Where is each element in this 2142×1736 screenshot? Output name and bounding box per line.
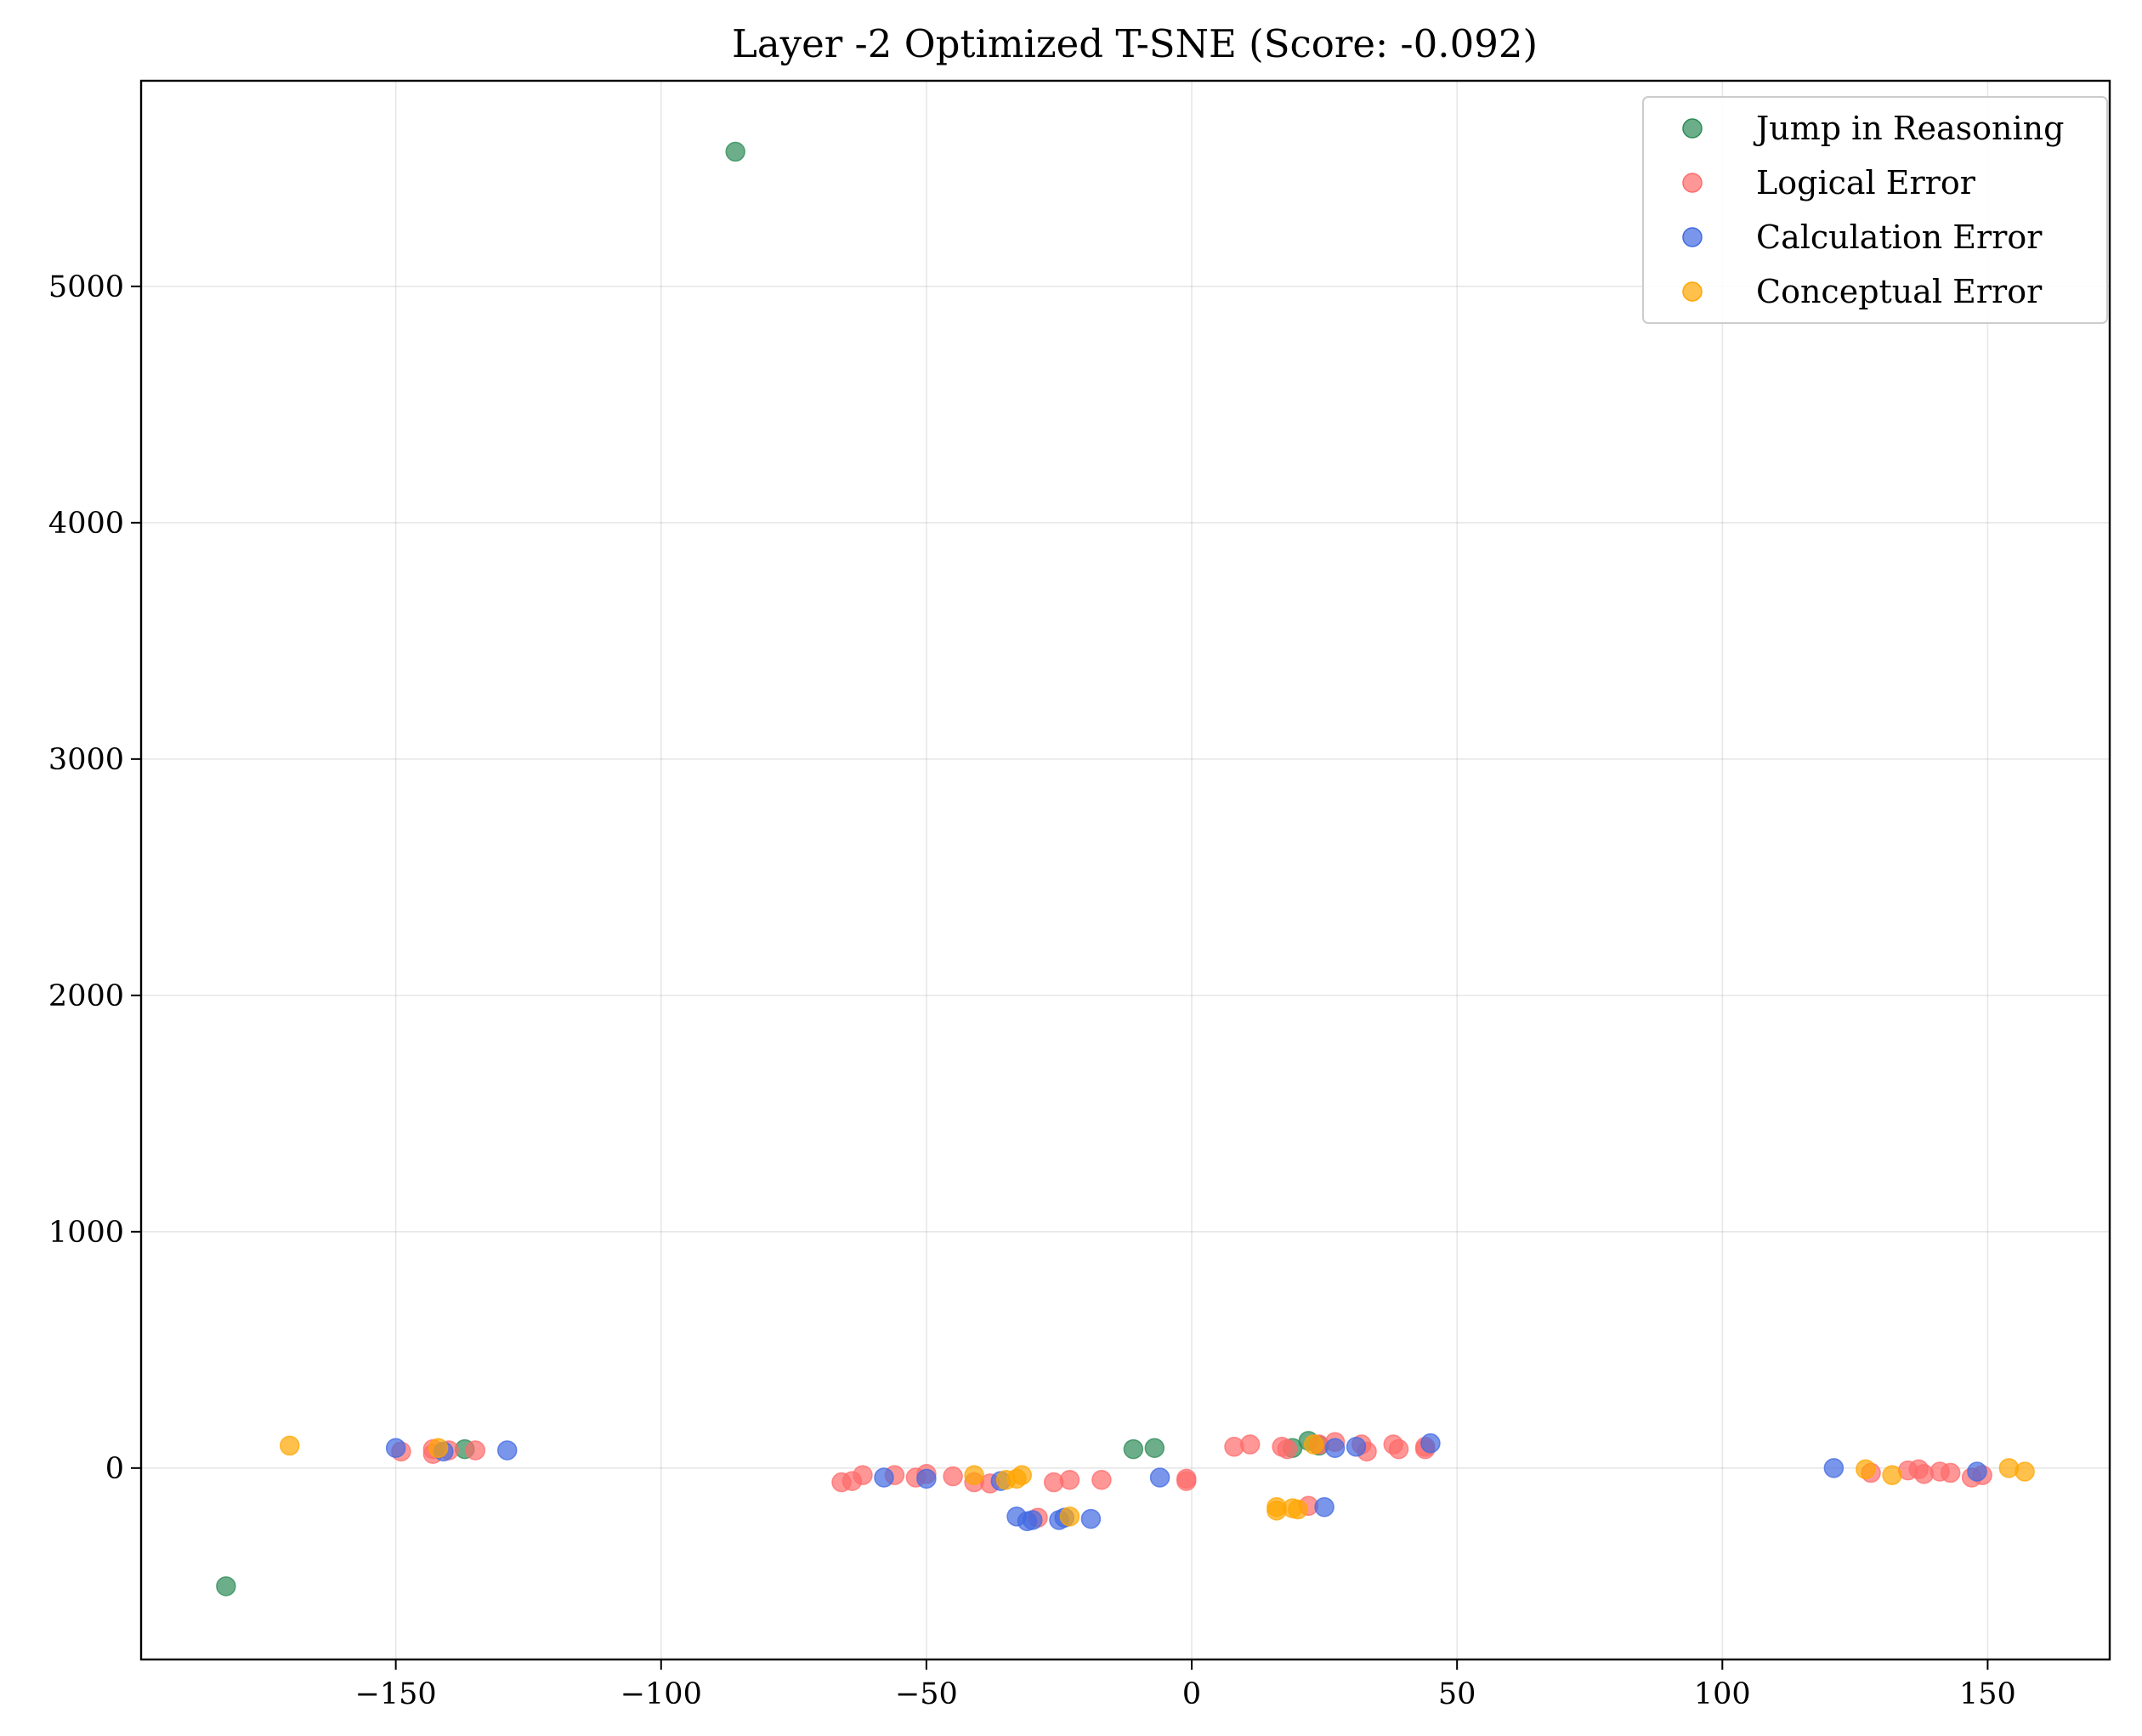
data-point bbox=[1144, 1438, 1165, 1458]
data-point bbox=[964, 1465, 984, 1485]
data-point bbox=[1314, 1496, 1334, 1518]
data-point bbox=[1967, 1461, 1987, 1482]
data-point bbox=[1023, 1510, 1043, 1530]
data-point bbox=[1288, 1499, 1308, 1520]
data-point bbox=[1856, 1459, 1876, 1479]
data-point bbox=[280, 1435, 300, 1456]
data-point bbox=[1239, 1434, 1261, 1455]
data-point bbox=[465, 1440, 486, 1461]
legend-label: Calculation Error bbox=[1756, 218, 2043, 256]
x-tick-label: 150 bbox=[1959, 1677, 2016, 1711]
y-tick-label: 3000 bbox=[48, 743, 124, 777]
y-tick-label: 0 bbox=[105, 1452, 124, 1486]
plot-frame bbox=[139, 79, 2111, 1661]
y-tick-label: 4000 bbox=[48, 507, 124, 541]
data-point bbox=[1324, 1438, 1346, 1458]
legend-marker bbox=[1682, 281, 1703, 302]
data-point bbox=[1388, 1438, 1409, 1460]
y-tick-label: 1000 bbox=[48, 1216, 124, 1250]
x-tick-label: 0 bbox=[1182, 1677, 1201, 1711]
data-point bbox=[1091, 1469, 1112, 1490]
data-point bbox=[385, 1438, 406, 1458]
legend-marker bbox=[1682, 227, 1703, 247]
data-point bbox=[1346, 1437, 1367, 1457]
data-point bbox=[725, 141, 745, 162]
data-point bbox=[1420, 1432, 1441, 1454]
data-point bbox=[1176, 1468, 1197, 1489]
legend: Jump in Reasoning Logical Error Calculatio… bbox=[1642, 96, 2108, 324]
x-tick-label: −100 bbox=[620, 1677, 702, 1711]
x-tick-label: −150 bbox=[355, 1677, 437, 1711]
data-point bbox=[916, 1468, 937, 1489]
data-point bbox=[216, 1576, 236, 1597]
data-point bbox=[1882, 1465, 1902, 1485]
data-point bbox=[1059, 1506, 1080, 1527]
data-point bbox=[874, 1467, 894, 1488]
data-point bbox=[1080, 1508, 1102, 1529]
legend-label: Conceptual Error bbox=[1756, 273, 2043, 310]
data-point bbox=[1303, 1434, 1324, 1455]
series-conceptual-error bbox=[280, 1434, 2035, 1527]
data-point bbox=[428, 1438, 449, 1458]
data-point bbox=[2014, 1461, 2035, 1482]
legend-marker bbox=[1682, 118, 1703, 139]
data-points bbox=[216, 141, 2035, 1597]
x-tick-label: 50 bbox=[1438, 1677, 1476, 1711]
data-point bbox=[1149, 1467, 1170, 1488]
y-tick-label: 2000 bbox=[48, 979, 124, 1013]
data-point bbox=[1277, 1438, 1298, 1460]
data-point bbox=[1059, 1469, 1080, 1490]
x-tick-label: 100 bbox=[1694, 1677, 1751, 1711]
y-tick-label: 5000 bbox=[48, 270, 124, 304]
legend-box bbox=[1642, 96, 2108, 324]
legend-marker bbox=[1682, 173, 1703, 193]
legend-label: Jump in Reasoning bbox=[1753, 110, 2064, 147]
data-point bbox=[1823, 1458, 1844, 1478]
data-point bbox=[943, 1466, 963, 1487]
data-point bbox=[1123, 1438, 1144, 1460]
axis-ticks: −150 −100 −50 0 50 100 150 0 1000 2000 3000 4000 500… bbox=[48, 270, 2016, 1711]
data-point bbox=[496, 1440, 518, 1461]
legend-label: Logical Error bbox=[1756, 164, 1976, 201]
data-point bbox=[853, 1465, 873, 1485]
data-point bbox=[1940, 1462, 1961, 1484]
series-jump-in-reasoning bbox=[216, 141, 1329, 1597]
chart-title: Layer -2 Optimized T-SNE (Score: -0.092) bbox=[732, 21, 1538, 66]
x-tick-label: −50 bbox=[895, 1677, 958, 1711]
data-point bbox=[1012, 1465, 1033, 1485]
